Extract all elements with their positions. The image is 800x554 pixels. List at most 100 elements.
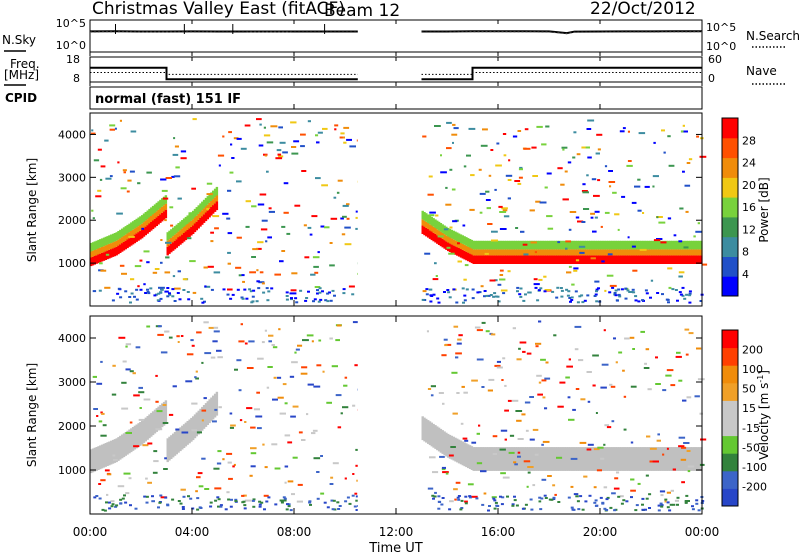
power-cell	[598, 240, 601, 250]
power-cell	[210, 288, 214, 291]
velocity-cell	[434, 425, 437, 449]
nsearch-label: N.Search	[746, 29, 800, 43]
power-cell	[290, 289, 297, 292]
velocity-cell	[318, 339, 322, 342]
velocity-cell	[233, 463, 236, 466]
power-cell	[137, 182, 141, 185]
power-cell	[457, 260, 462, 263]
power-cell	[521, 249, 525, 256]
velocity-cell	[157, 333, 164, 336]
velocity-cell	[659, 502, 663, 505]
power-cell	[608, 291, 612, 294]
velocity-cell	[213, 467, 220, 470]
velocity-cell	[443, 338, 448, 341]
power-cell	[671, 288, 675, 291]
power-cell	[462, 301, 465, 304]
velocity-cell	[331, 508, 335, 511]
velocity-cell	[203, 397, 207, 400]
velocity-cell	[460, 499, 464, 502]
power-cell	[301, 170, 307, 172]
velocity-cell	[289, 509, 293, 512]
velocity-cell	[590, 447, 594, 471]
power-cell	[681, 294, 685, 297]
power-cell	[261, 219, 268, 222]
power-cell	[123, 171, 126, 174]
velocity-ytick-label: 4000	[58, 332, 86, 345]
velocity-cell	[643, 447, 647, 471]
power-cell	[153, 294, 157, 297]
power-cell	[515, 227, 519, 229]
power-cell	[590, 255, 594, 264]
power-colorbar-segment	[722, 236, 738, 257]
velocity-cell	[623, 428, 627, 431]
power-cell	[131, 221, 135, 230]
power-cell	[428, 224, 432, 231]
power-cell	[213, 197, 217, 204]
power-cell	[317, 131, 323, 134]
velocity-cell	[263, 494, 269, 497]
power-cell	[485, 255, 488, 264]
power-cell	[251, 205, 257, 208]
power-cell	[683, 255, 687, 264]
power-cell	[121, 243, 124, 252]
velocity-cell	[579, 495, 583, 498]
power-cell	[202, 199, 206, 209]
power-cell	[454, 231, 457, 241]
power-cell	[130, 292, 134, 295]
power-cell	[517, 182, 522, 185]
velocity-cell	[587, 447, 590, 471]
velocity-cell	[291, 493, 295, 496]
velocity-cell	[637, 482, 641, 485]
power-cell	[488, 249, 492, 256]
power-cell	[634, 255, 637, 264]
power-cell	[263, 126, 266, 129]
power-cell	[430, 225, 433, 232]
power-cell	[92, 217, 95, 220]
velocity-cell	[285, 508, 289, 511]
power-cell	[478, 291, 482, 294]
velocity-cell	[630, 478, 635, 481]
velocity-cell	[475, 497, 479, 500]
power-cell	[682, 170, 685, 173]
velocity-cell	[199, 408, 202, 433]
velocity-cell	[191, 507, 195, 510]
power-cell	[644, 289, 648, 292]
power-cell	[686, 162, 691, 164]
velocity-cell	[600, 386, 607, 389]
power-cell	[520, 230, 525, 233]
power-cell	[508, 255, 512, 264]
velocity-cell	[157, 406, 160, 431]
power-cell	[148, 223, 151, 233]
power-cell	[573, 131, 577, 134]
velocity-cell	[103, 509, 107, 512]
velocity-cell	[454, 437, 457, 462]
velocity-cell	[614, 447, 617, 471]
power-cell	[688, 290, 692, 293]
power-cell	[337, 179, 343, 182]
velocity-cell	[121, 407, 129, 410]
velocity-cell	[505, 447, 508, 471]
power-cell	[90, 257, 93, 267]
power-cell	[307, 226, 312, 229]
power-colorbar-segment	[722, 177, 738, 198]
power-cell	[488, 174, 492, 177]
power-cell	[652, 175, 659, 178]
power-cell	[137, 226, 140, 233]
power-cell	[355, 216, 360, 219]
power-cell	[605, 255, 608, 264]
velocity-cell	[649, 447, 657, 450]
power-cell	[201, 210, 204, 217]
velocity-cell	[453, 488, 458, 491]
power-cell	[192, 225, 195, 234]
power-cell	[632, 240, 636, 250]
velocity-cell	[106, 442, 109, 466]
nave-label: Nave	[746, 64, 777, 78]
power-cell	[554, 255, 557, 264]
velocity-cell	[437, 495, 441, 498]
velocity-cell	[695, 499, 699, 502]
velocity-cell	[272, 398, 278, 401]
power-cell	[583, 299, 587, 302]
velocity-cell	[606, 426, 612, 429]
velocity-cell	[227, 461, 232, 464]
velocity-cell	[234, 368, 238, 371]
